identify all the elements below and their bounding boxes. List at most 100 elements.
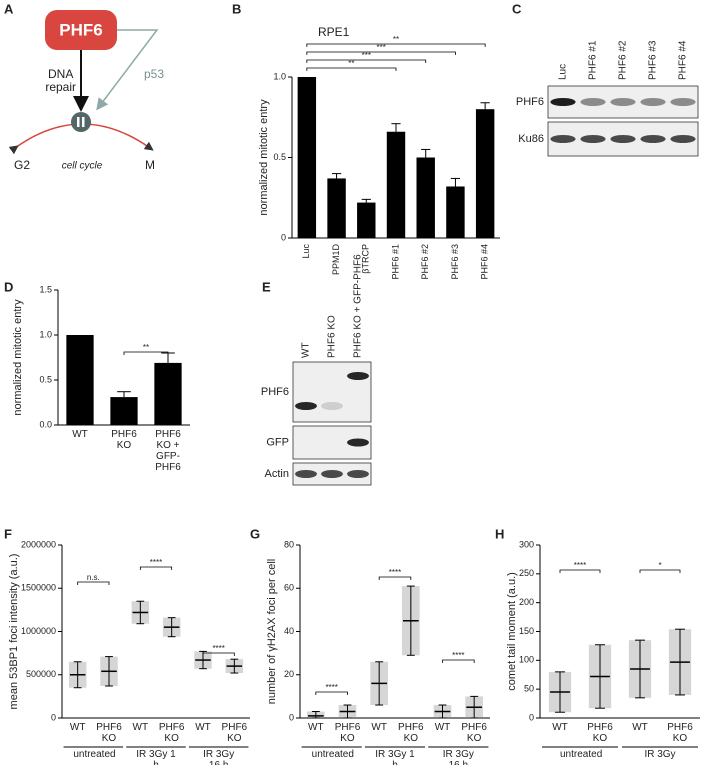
y-tick-label: 60 xyxy=(284,583,294,593)
y-tick-label: 80 xyxy=(284,539,294,549)
label-box: PHF6 KO xyxy=(158,722,185,744)
y-tick-label: 0 xyxy=(51,712,56,722)
label-box: PHF6 KO xyxy=(667,722,693,744)
blot-band xyxy=(295,470,317,478)
label-box: WT xyxy=(308,722,324,733)
y-tick-label: 500000 xyxy=(26,669,56,679)
blot-band xyxy=(321,470,343,478)
blot-band xyxy=(640,135,666,143)
x-tick-label: PHF6 #2 xyxy=(420,244,430,280)
significance-label: *** xyxy=(376,43,385,52)
lane-label: PHF6 KO xyxy=(327,315,338,358)
significance-label: * xyxy=(658,561,661,570)
significance-label: ** xyxy=(348,59,354,68)
blot-band xyxy=(550,135,576,143)
blot-band xyxy=(670,98,696,106)
x-tick-label: WT xyxy=(552,722,568,733)
label-box: WT xyxy=(632,722,648,733)
phase-label: M xyxy=(145,158,155,172)
panel-label: H xyxy=(495,526,504,541)
row-label: GFP xyxy=(266,436,289,448)
y-axis-label: normalized mitotic entry xyxy=(12,299,24,416)
x-tick-label: Luc xyxy=(301,244,311,259)
bar xyxy=(475,109,495,238)
label-box: WT xyxy=(434,722,451,733)
label-box: WT xyxy=(133,722,149,733)
label-box: PHF6 KO + GFP-PHF6 xyxy=(155,429,181,473)
label-box: WT xyxy=(371,722,387,733)
significance-bracket xyxy=(306,43,486,47)
x-tick-label: PHF6 #1 xyxy=(390,244,400,280)
y-tick-label: 1.5 xyxy=(39,284,52,294)
x-tick-label: PHF6 #3 xyxy=(450,244,460,280)
blot-band xyxy=(670,135,696,143)
blot-band xyxy=(640,98,666,106)
x-tick-label: PHF6 KO xyxy=(667,722,693,744)
bar xyxy=(416,157,435,238)
y-axis-label: number of γH2AX foci per cell xyxy=(266,559,278,705)
x-tick-label: PHF6 KO xyxy=(158,722,185,744)
blot-band xyxy=(550,98,576,106)
y-tick-label: 300 xyxy=(519,539,534,549)
label-box: WT xyxy=(72,429,88,440)
bar xyxy=(110,397,138,425)
panel-label: G xyxy=(250,526,260,541)
x-tick-label: PHF6 KO + GFP-PHF6 xyxy=(155,429,181,473)
label-box: PHF6 KO xyxy=(221,722,248,744)
y-tick-label: 1.0 xyxy=(39,329,52,339)
group-label: IR 3Gy 16 h xyxy=(442,749,474,765)
y-tick-label: 20 xyxy=(284,669,294,679)
panel-label: C xyxy=(512,1,522,16)
label-box: untreated xyxy=(560,749,603,760)
label-box: IR 3Gy 1 h xyxy=(136,749,176,765)
y-tick-label: 0.5 xyxy=(39,374,52,384)
y-tick-label: 1500000 xyxy=(21,583,56,593)
blot-band xyxy=(347,438,369,447)
cycle-label: cell cycle xyxy=(62,161,103,172)
y-axis-label: comet tail moment (a.u.) xyxy=(506,572,518,691)
significance-label: ** xyxy=(393,35,399,44)
significance-bracket xyxy=(315,691,348,695)
x-tick-label: PHF6 KO xyxy=(221,722,248,744)
significance-bracket xyxy=(378,576,412,580)
bar xyxy=(446,186,465,238)
label-box: untreated xyxy=(312,749,354,760)
row-label: PHF6 xyxy=(261,386,289,398)
y-tick-label: 2000000 xyxy=(21,539,56,549)
x-tick-label: βTRCP xyxy=(361,244,371,274)
significance-label: **** xyxy=(325,683,337,692)
significance-bracket xyxy=(77,581,110,585)
significance-bracket xyxy=(442,659,475,663)
lane-label: PHF6 #2 xyxy=(618,40,629,80)
significance-label: **** xyxy=(150,558,162,567)
x-tick-label: WT xyxy=(632,722,648,733)
y-tick-label: 0 xyxy=(529,712,534,722)
panel-label: B xyxy=(232,1,241,16)
lane-label: PHF6 #4 xyxy=(678,40,689,80)
label-box: WT xyxy=(70,722,86,733)
group-label: untreated xyxy=(560,749,603,760)
label-box: PHF6 KO xyxy=(398,722,424,744)
x-tick-label: WT xyxy=(72,429,88,440)
x-tick-label: WT xyxy=(434,722,451,733)
y-tick-label: 0.5 xyxy=(273,152,286,162)
label-box: IR 3Gy xyxy=(644,749,676,760)
y-tick-label: 200 xyxy=(519,597,534,607)
y-tick-label: 250 xyxy=(519,568,534,578)
blot-band xyxy=(347,372,369,380)
blot-band xyxy=(347,470,369,478)
significance-label: **** xyxy=(452,651,464,660)
node-label: PHF6 xyxy=(59,20,102,39)
y-tick-label: 100 xyxy=(519,655,534,665)
label-box: WT xyxy=(552,722,568,733)
lane-label: WT xyxy=(301,342,312,358)
group-label: IR 3Gy 1 h xyxy=(136,749,176,765)
group-label: IR 3Gy xyxy=(644,749,676,760)
panel-label: D xyxy=(4,279,13,294)
blot-band xyxy=(321,402,343,410)
group-label: untreated xyxy=(73,749,116,760)
arrow xyxy=(96,29,159,111)
label-box: PHF6 KO xyxy=(334,722,361,744)
x-tick-label: PHF6 KO xyxy=(334,722,361,744)
